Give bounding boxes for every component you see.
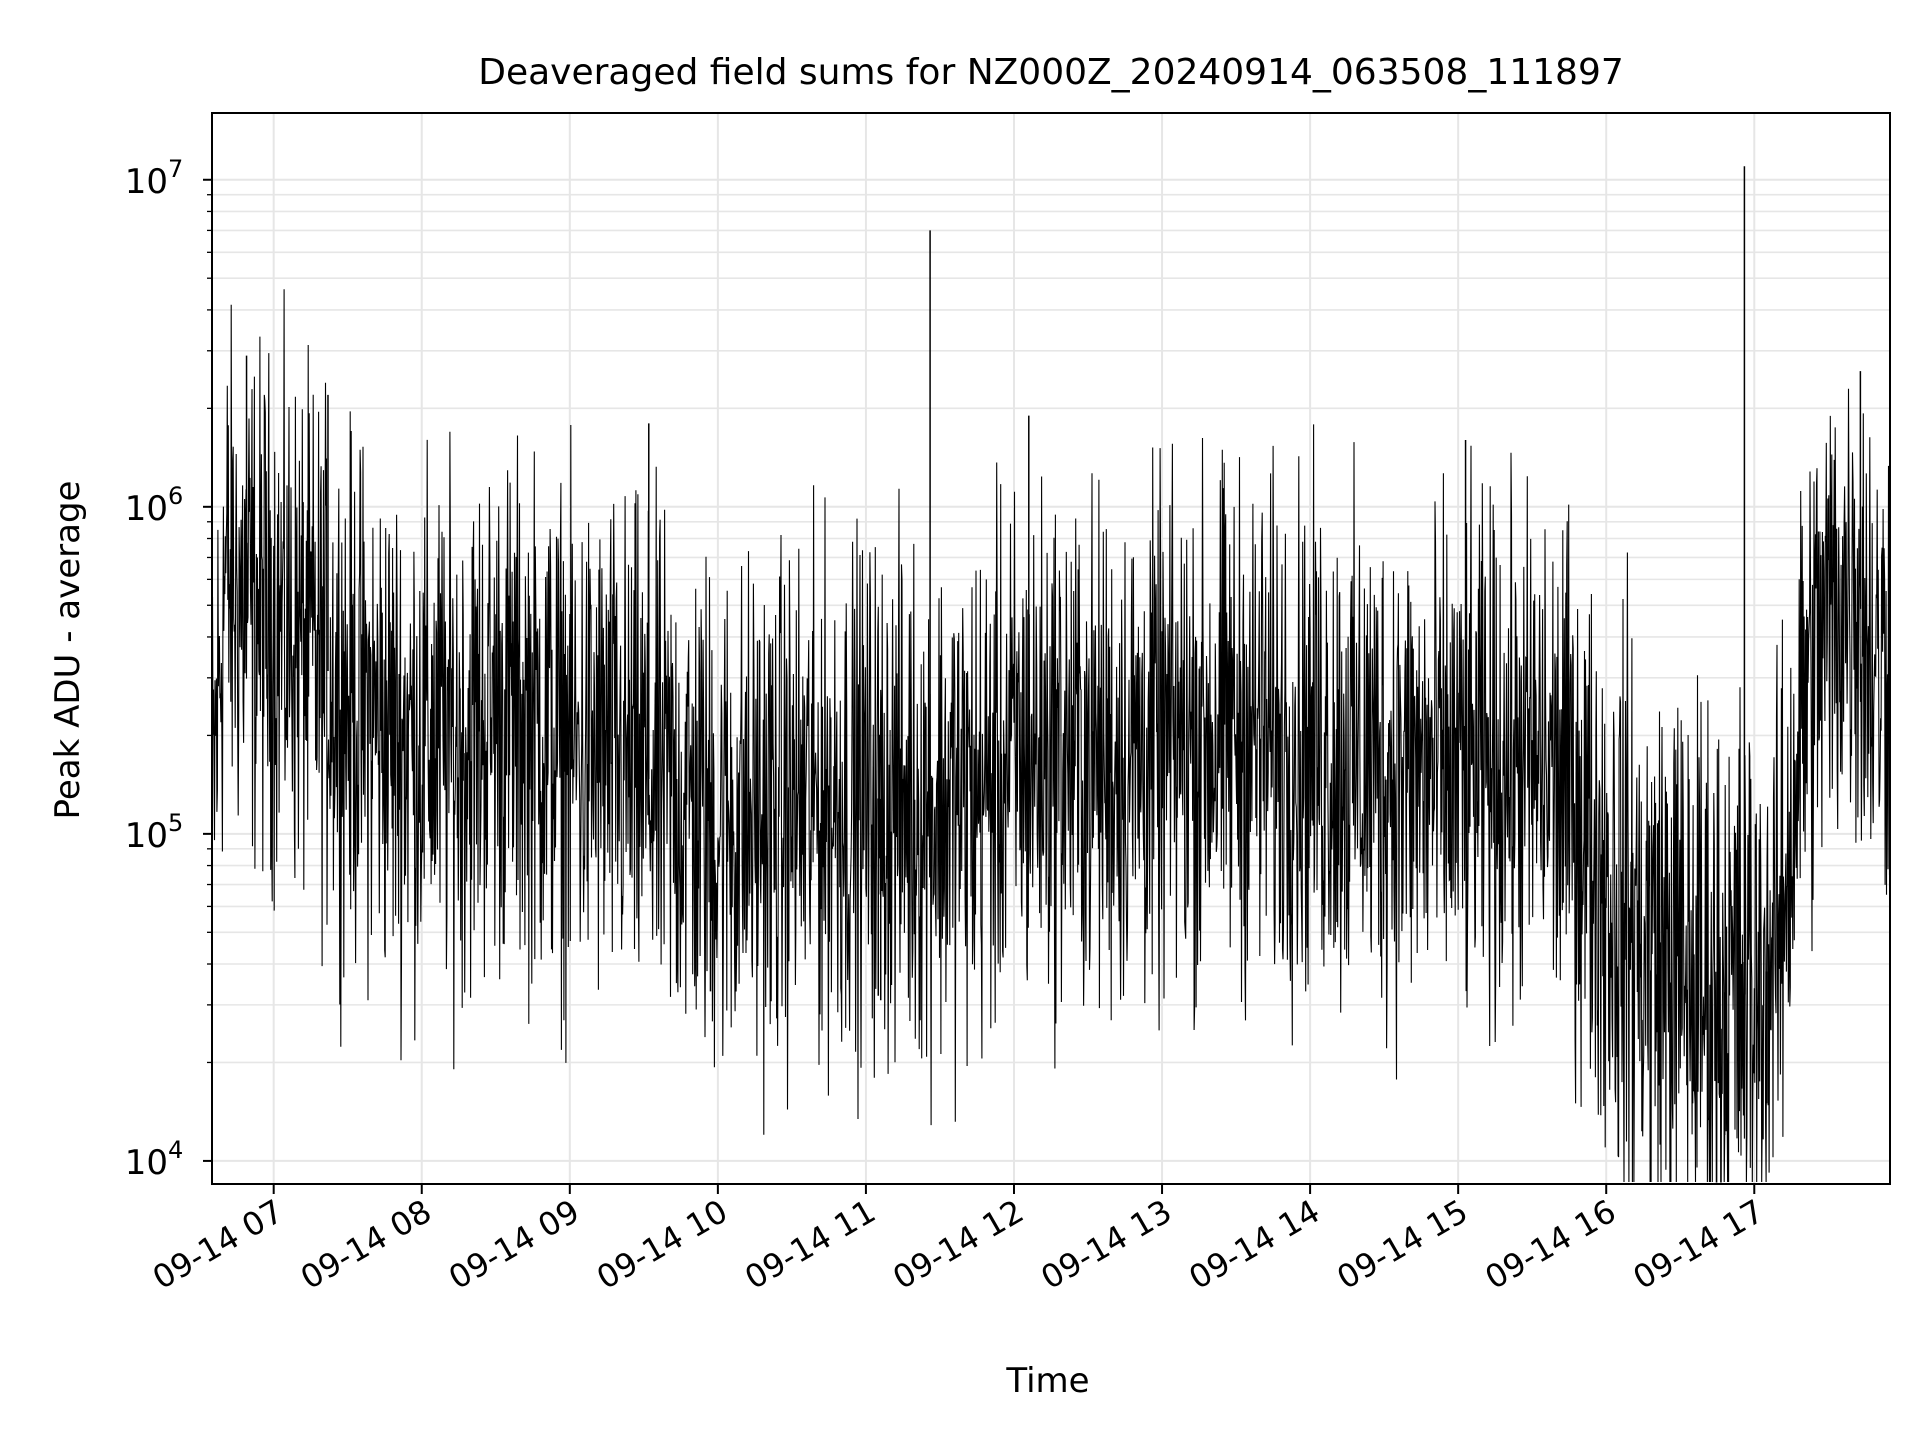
y-tick-label: 105	[125, 809, 184, 856]
x-axis-label: Time	[1005, 1361, 1089, 1401]
y-tick-label: 104	[125, 1136, 184, 1183]
y-tick-label: 107	[125, 155, 184, 202]
y-axis-label: Peak ADU - average	[48, 481, 88, 820]
data-series-line	[211, 289, 1891, 1183]
y-tick-label: 106	[125, 482, 184, 529]
plot-area	[211, 166, 1891, 1183]
plot-frame	[211, 112, 1891, 1185]
chart-title: Deaveraged field sums for NZ000Z_2024091…	[478, 52, 1624, 93]
